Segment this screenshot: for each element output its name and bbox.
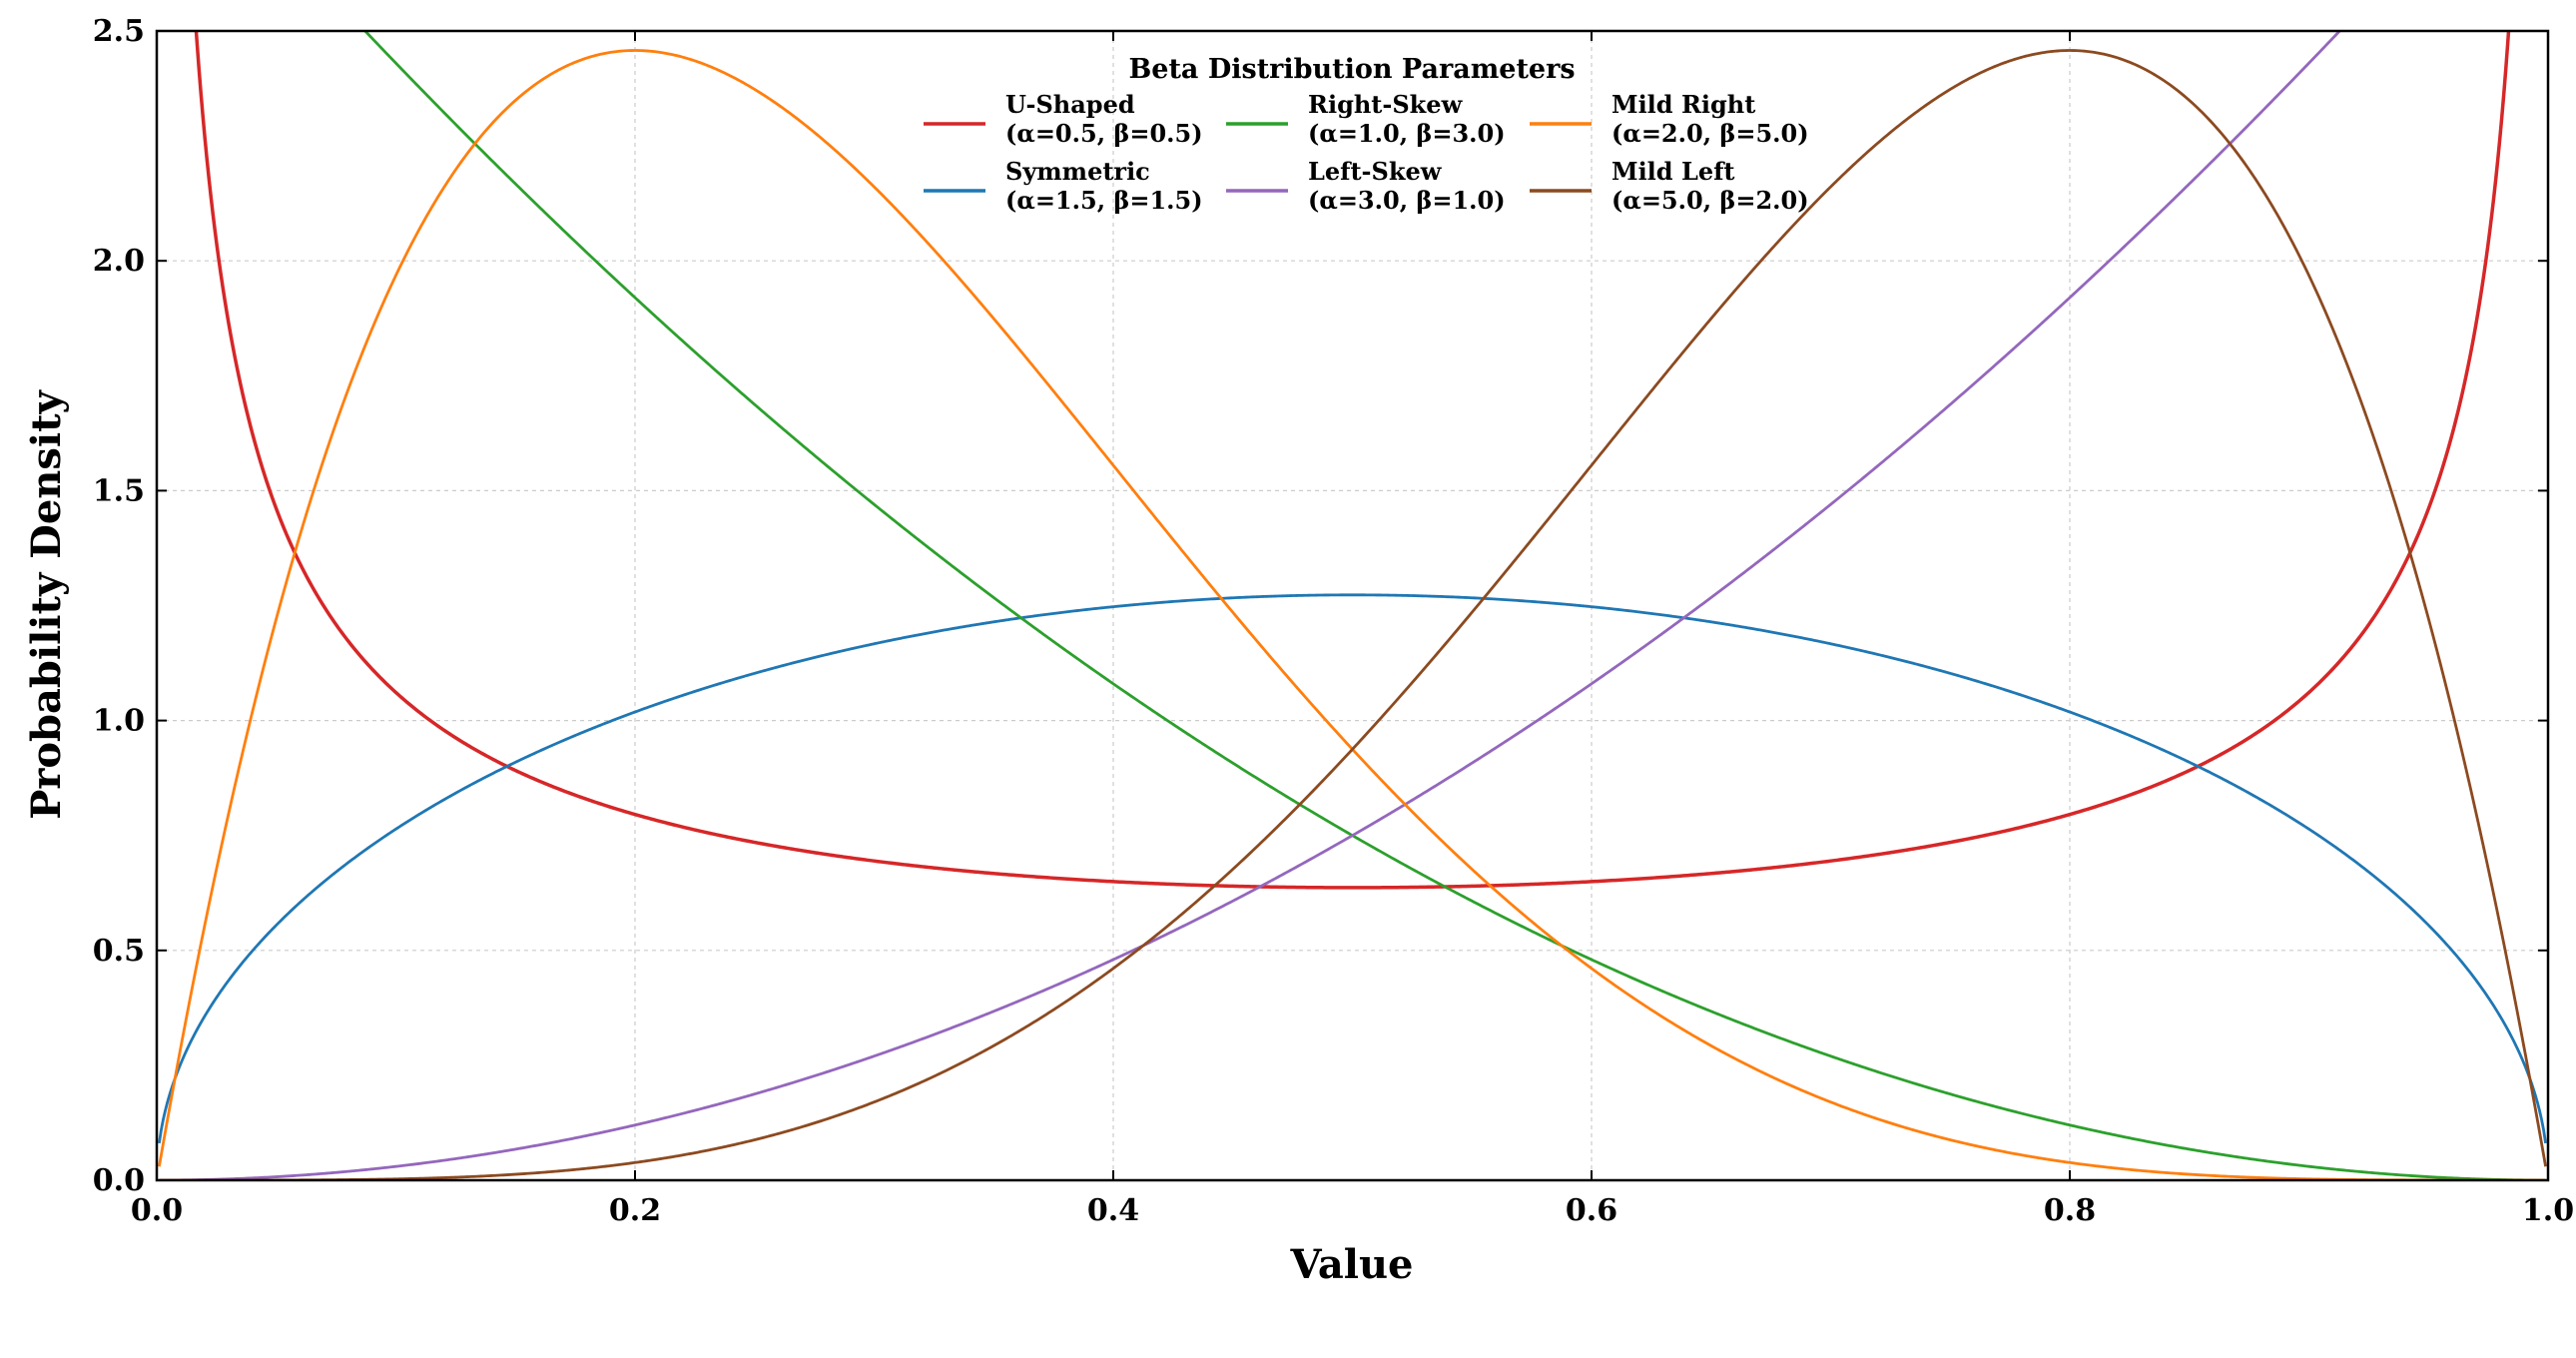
x-tick-label: 1.0 xyxy=(2522,1193,2574,1228)
legend-entry-mild-left: Mild Left(α=5.0, β=2.0) xyxy=(1530,157,1809,215)
legend-title: Beta Distribution Parameters xyxy=(1128,54,1575,85)
series-line-left-skew xyxy=(159,31,2342,1180)
legend-label: Left-Skew xyxy=(1308,157,1443,186)
legend-params: (α=2.0, β=5.0) xyxy=(1611,119,1809,148)
legend-entry-u-shaped: U-Shaped(α=0.5, β=0.5) xyxy=(924,90,1203,148)
grid-lines xyxy=(157,31,2548,1180)
x-tick-label: 0.4 xyxy=(1087,1193,1139,1228)
plot-frame xyxy=(155,29,2550,1182)
legend-entry-left-skew: Left-Skew(α=3.0, β=1.0) xyxy=(1226,157,1506,215)
legend-params: (α=1.5, β=1.5) xyxy=(1005,186,1203,215)
legend: Beta Distribution Parameters U-Shaped(α=… xyxy=(924,54,1809,215)
legend-params: (α=0.5, β=0.5) xyxy=(1005,119,1203,148)
x-tick-label: 0.8 xyxy=(2044,1193,2096,1228)
y-tick-label: 1.5 xyxy=(93,473,145,508)
legend-params: (α=3.0, β=1.0) xyxy=(1308,186,1506,215)
y-axis-title: Probability Density xyxy=(23,388,70,819)
y-tick-label: 2.0 xyxy=(93,244,145,279)
series-line-u-shaped xyxy=(194,31,2511,890)
legend-params: (α=5.0, β=2.0) xyxy=(1611,186,1809,215)
legend-entry-right-skew: Right-Skew(α=1.0, β=3.0) xyxy=(1226,90,1506,148)
legend-entry-symmetric: Symmetric(α=1.5, β=1.5) xyxy=(924,157,1203,215)
series-line-mild-left xyxy=(159,49,2547,1180)
y-tick-label: 0.5 xyxy=(93,934,145,969)
legend-label: Symmetric xyxy=(1005,157,1150,186)
axis-ticks: 0.0 0.2 0.4 0.6 0.8 1.0 0.0 0.5 1.0 1.5 2.0 2.5 xyxy=(93,14,2574,1228)
legend-params: (α=1.0, β=3.0) xyxy=(1308,119,1506,148)
x-tick-label: 0.0 xyxy=(131,1193,183,1228)
x-tick-label: 0.2 xyxy=(609,1193,661,1228)
legend-label: Right-Skew xyxy=(1308,90,1464,119)
legend-label: Mild Right xyxy=(1611,90,1755,119)
legend-label: Mild Left xyxy=(1611,157,1735,186)
x-axis-title: Value xyxy=(1289,1241,1413,1288)
x-tick-label: 0.6 xyxy=(1566,1193,1617,1228)
y-tick-label: 2.5 xyxy=(93,14,145,49)
series-lines xyxy=(158,31,2547,1180)
y-tick-label: 1.0 xyxy=(93,704,145,739)
legend-entry-mild-right: Mild Right(α=2.0, β=5.0) xyxy=(1530,90,1809,148)
y-tick-label: 0.0 xyxy=(93,1163,145,1198)
legend-label: U-Shaped xyxy=(1005,90,1135,119)
series-line-symmetric xyxy=(158,593,2547,1144)
